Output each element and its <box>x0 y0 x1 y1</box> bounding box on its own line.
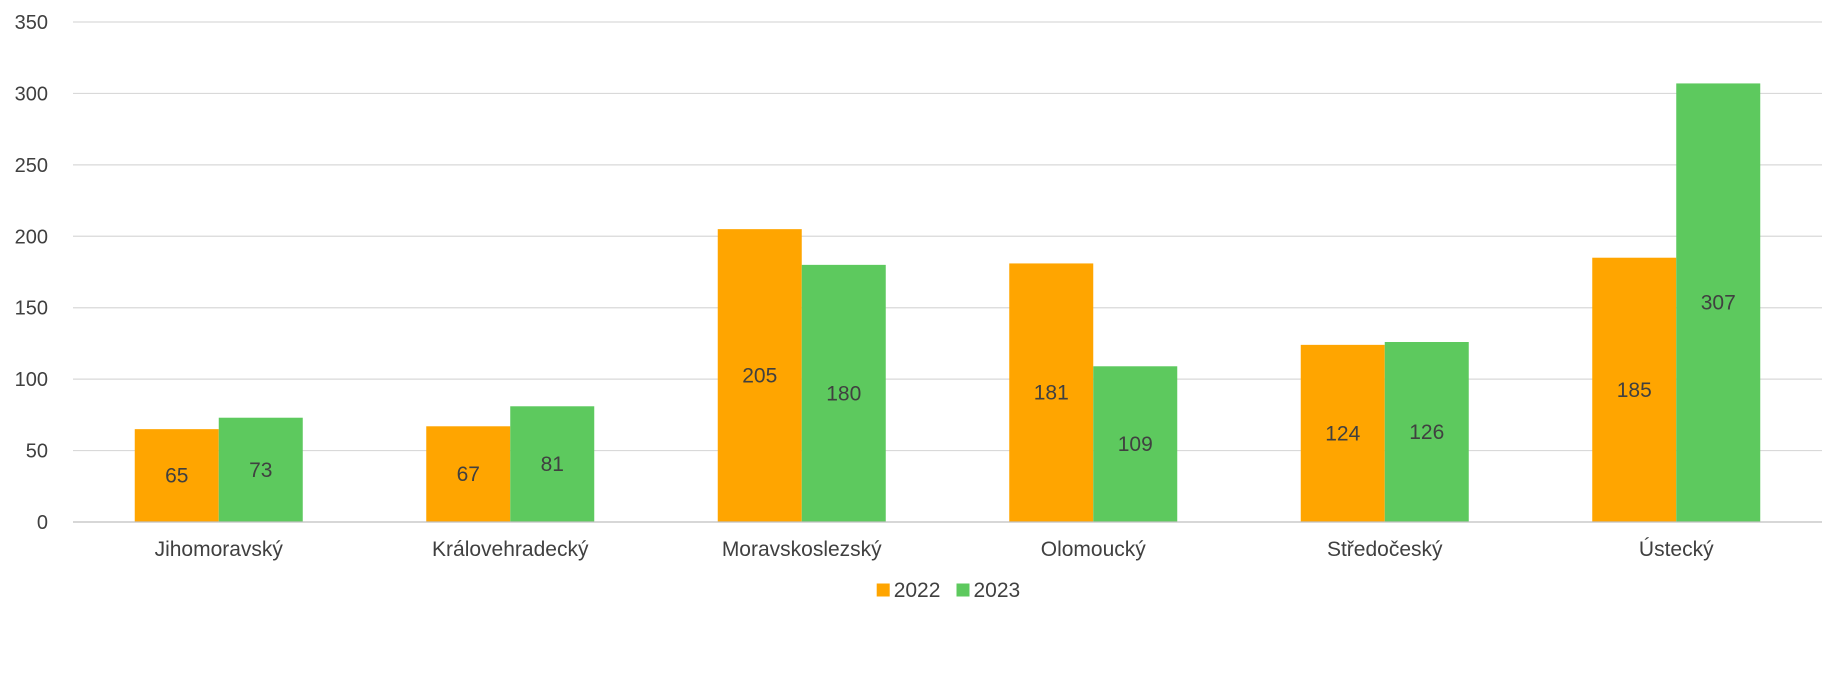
data-label-2023-olomoucky: 109 <box>1118 433 1153 456</box>
category-label-kralovehradecky: Královehradecký <box>432 538 589 561</box>
data-label-2023-moravskoslezsky: 180 <box>826 382 861 405</box>
data-label-2022-olomoucky: 181 <box>1034 382 1069 405</box>
legend-swatch-2022 <box>876 583 890 597</box>
category-label-ustecky: Ústecký <box>1639 538 1714 561</box>
y-tick-label-200: 200 <box>15 226 48 248</box>
category-label-moravskoslezsky: Moravskoslezský <box>722 538 882 561</box>
y-tick-label-250: 250 <box>15 155 48 177</box>
legend-label-2023: 2023 <box>974 579 1021 602</box>
bar-2022-jihomoravsky <box>134 429 219 522</box>
bar-2023-ustecky <box>1676 83 1761 522</box>
data-label-2023-kralovehradecky: 81 <box>541 453 564 476</box>
legend: 2022 2023 <box>876 579 1021 602</box>
category-label-stredocesky: Středočeský <box>1327 538 1443 561</box>
data-labels: 65 73 67 81 205 180 181 109 124 126 185 307 <box>165 292 1736 488</box>
x-axis-categories: Jihomoravský Královehradecký Moravskoslezs… <box>155 538 1715 561</box>
y-tick-label-150: 150 <box>15 298 48 320</box>
data-label-2022-ustecky: 185 <box>1617 379 1652 402</box>
data-label-2022-kralovehradecky: 67 <box>457 463 480 486</box>
data-label-2023-jihomoravsky: 73 <box>249 459 272 482</box>
bar-2022-ustecky <box>1592 257 1677 522</box>
gridlines <box>73 21 1822 452</box>
bar-2023-jihomoravsky <box>218 417 303 522</box>
y-tick-label-50: 50 <box>26 441 48 463</box>
data-label-2022-moravskoslezsky: 205 <box>742 365 777 388</box>
data-label-2022-jihomoravsky: 65 <box>165 465 188 488</box>
bar-2022-olomoucky <box>1009 263 1094 522</box>
data-label-2023-stredocesky: 126 <box>1409 421 1444 444</box>
category-label-olomoucky: Olomoucký <box>1041 538 1147 561</box>
data-label-2023-ustecky: 307 <box>1701 292 1736 315</box>
bar-2022-moravskoslezsky <box>717 229 802 522</box>
y-axis-ticks: 0 50 100 150 200 250 300 350 <box>15 12 48 534</box>
bar-2022-kralovehradecky <box>426 426 511 522</box>
y-tick-label-350: 350 <box>15 12 48 34</box>
bar-2023-kralovehradecky <box>510 406 595 522</box>
legend-swatch-2023 <box>956 583 970 597</box>
bar-2022-stredocesky <box>1300 344 1385 522</box>
legend-label-2022: 2022 <box>894 579 941 602</box>
y-tick-label-0: 0 <box>37 512 48 534</box>
y-tick-label-300: 300 <box>15 83 48 105</box>
bar-2023-stredocesky <box>1384 342 1469 522</box>
bars <box>134 83 1761 522</box>
bar-2023-olomoucky <box>1093 366 1178 522</box>
y-tick-label-100: 100 <box>15 369 48 391</box>
data-label-2022-stredocesky: 124 <box>1325 422 1360 445</box>
category-label-jihomoravsky: Jihomoravský <box>155 538 284 561</box>
bar-2023-moravskoslezsky <box>801 264 886 522</box>
